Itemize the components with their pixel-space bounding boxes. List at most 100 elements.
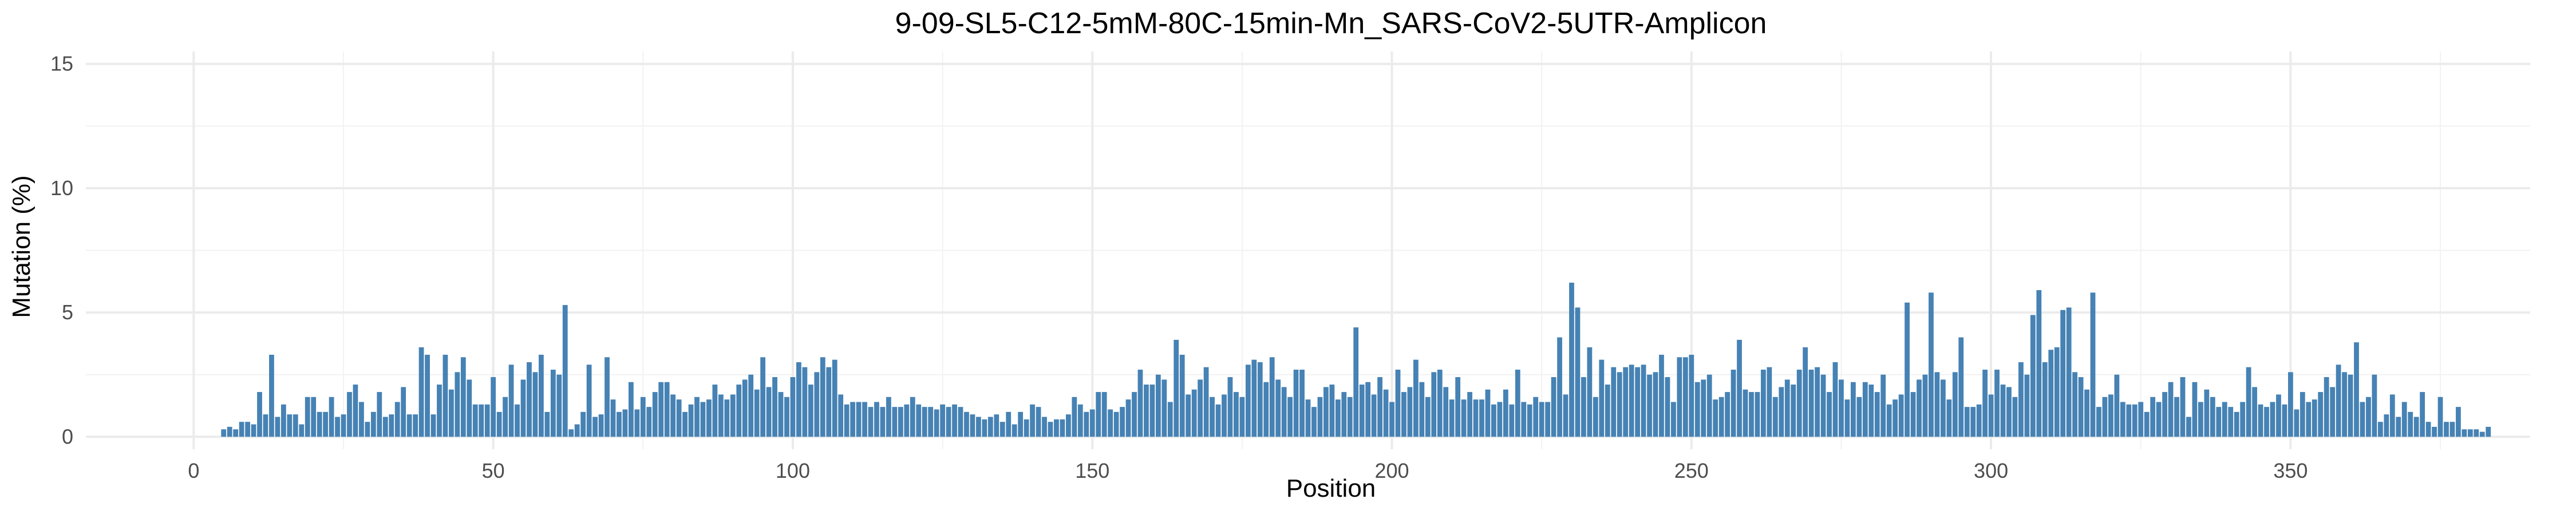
bar xyxy=(1581,377,1586,437)
bar xyxy=(2204,389,2210,437)
bar xyxy=(2006,387,2012,437)
bar xyxy=(1222,394,1227,437)
bar xyxy=(1437,370,1443,437)
bar xyxy=(1269,357,1275,437)
bar xyxy=(2486,426,2491,437)
bar xyxy=(1844,399,1850,437)
x-tick-label: 300 xyxy=(1974,459,2008,482)
bar xyxy=(406,414,412,437)
bar xyxy=(2198,402,2203,437)
bar xyxy=(2066,307,2072,437)
chart-title: 9-09-SL5-C12-5mM-80C-15min-Mn_SARS-CoV2-… xyxy=(895,7,1767,40)
bar xyxy=(1641,365,1646,437)
bar xyxy=(1383,389,1389,437)
bar xyxy=(1215,404,1221,437)
bar xyxy=(1815,367,1820,437)
bar xyxy=(646,407,652,437)
bar xyxy=(2078,377,2084,437)
bar xyxy=(1341,392,1347,437)
bar xyxy=(1137,370,1143,437)
bar xyxy=(1551,377,1556,437)
bar xyxy=(2252,387,2257,437)
bar xyxy=(670,394,676,437)
bar xyxy=(430,414,436,437)
bar xyxy=(1144,385,1149,437)
bar xyxy=(1761,370,1766,437)
bar xyxy=(1371,394,1377,437)
bar xyxy=(1743,389,1748,437)
bar xyxy=(2270,402,2275,437)
bar xyxy=(2180,377,2186,437)
bar xyxy=(317,411,322,437)
bar xyxy=(2306,402,2312,437)
bar xyxy=(892,407,898,437)
bar xyxy=(2174,397,2179,437)
bar xyxy=(527,362,532,437)
bar xyxy=(370,411,376,437)
bar xyxy=(1257,362,1263,437)
bar xyxy=(2168,382,2174,437)
bar xyxy=(311,397,317,437)
bar xyxy=(1593,397,1598,437)
bar xyxy=(1905,302,1910,437)
bar xyxy=(2437,397,2443,437)
bar xyxy=(2479,431,2485,437)
bar xyxy=(257,392,262,437)
bar xyxy=(382,417,388,437)
bar xyxy=(550,370,556,437)
bar xyxy=(299,424,305,437)
bar xyxy=(868,407,874,437)
bar xyxy=(491,377,496,437)
bar xyxy=(1521,402,1527,437)
bar xyxy=(2048,350,2054,437)
bar xyxy=(617,411,622,437)
bar xyxy=(730,394,736,437)
bar xyxy=(520,379,526,437)
bar xyxy=(1958,337,1964,437)
bar xyxy=(934,409,939,437)
bar xyxy=(1395,370,1401,437)
bar xyxy=(293,414,298,437)
bar xyxy=(1982,370,1988,437)
bar xyxy=(1527,404,1532,437)
bar xyxy=(586,365,592,437)
bar xyxy=(748,374,754,437)
bar xyxy=(1779,387,1784,437)
bar xyxy=(1886,404,1892,437)
bar xyxy=(1647,374,1652,437)
bar xyxy=(2401,402,2407,437)
bars xyxy=(221,282,2491,437)
bar xyxy=(353,385,358,437)
bar xyxy=(503,397,508,437)
bar xyxy=(2192,382,2198,437)
bar xyxy=(449,389,454,437)
bar xyxy=(1263,382,1269,437)
bar xyxy=(1120,407,1125,437)
x-tick-label: 250 xyxy=(1674,459,1709,482)
bar xyxy=(460,357,466,437)
bar xyxy=(2282,404,2287,437)
bar xyxy=(1479,399,1484,437)
bar xyxy=(856,402,862,437)
y-tick-label: 5 xyxy=(62,300,73,324)
bar xyxy=(1934,372,1940,437)
bar xyxy=(2054,347,2060,437)
bar xyxy=(1623,367,1629,437)
bar xyxy=(401,387,406,437)
bar xyxy=(958,407,963,437)
bar xyxy=(580,411,586,437)
bar xyxy=(790,377,796,437)
bar xyxy=(275,417,280,437)
bar xyxy=(952,404,957,437)
y-axis-title: Mutation (%) xyxy=(7,175,35,318)
bar xyxy=(574,424,580,437)
bar xyxy=(1012,424,1017,437)
bar xyxy=(1611,367,1617,437)
bar xyxy=(1898,394,1904,437)
bar xyxy=(467,379,472,437)
bar xyxy=(2156,402,2162,437)
bar xyxy=(2287,372,2293,437)
bar xyxy=(2354,342,2359,437)
bar xyxy=(1377,377,1382,437)
